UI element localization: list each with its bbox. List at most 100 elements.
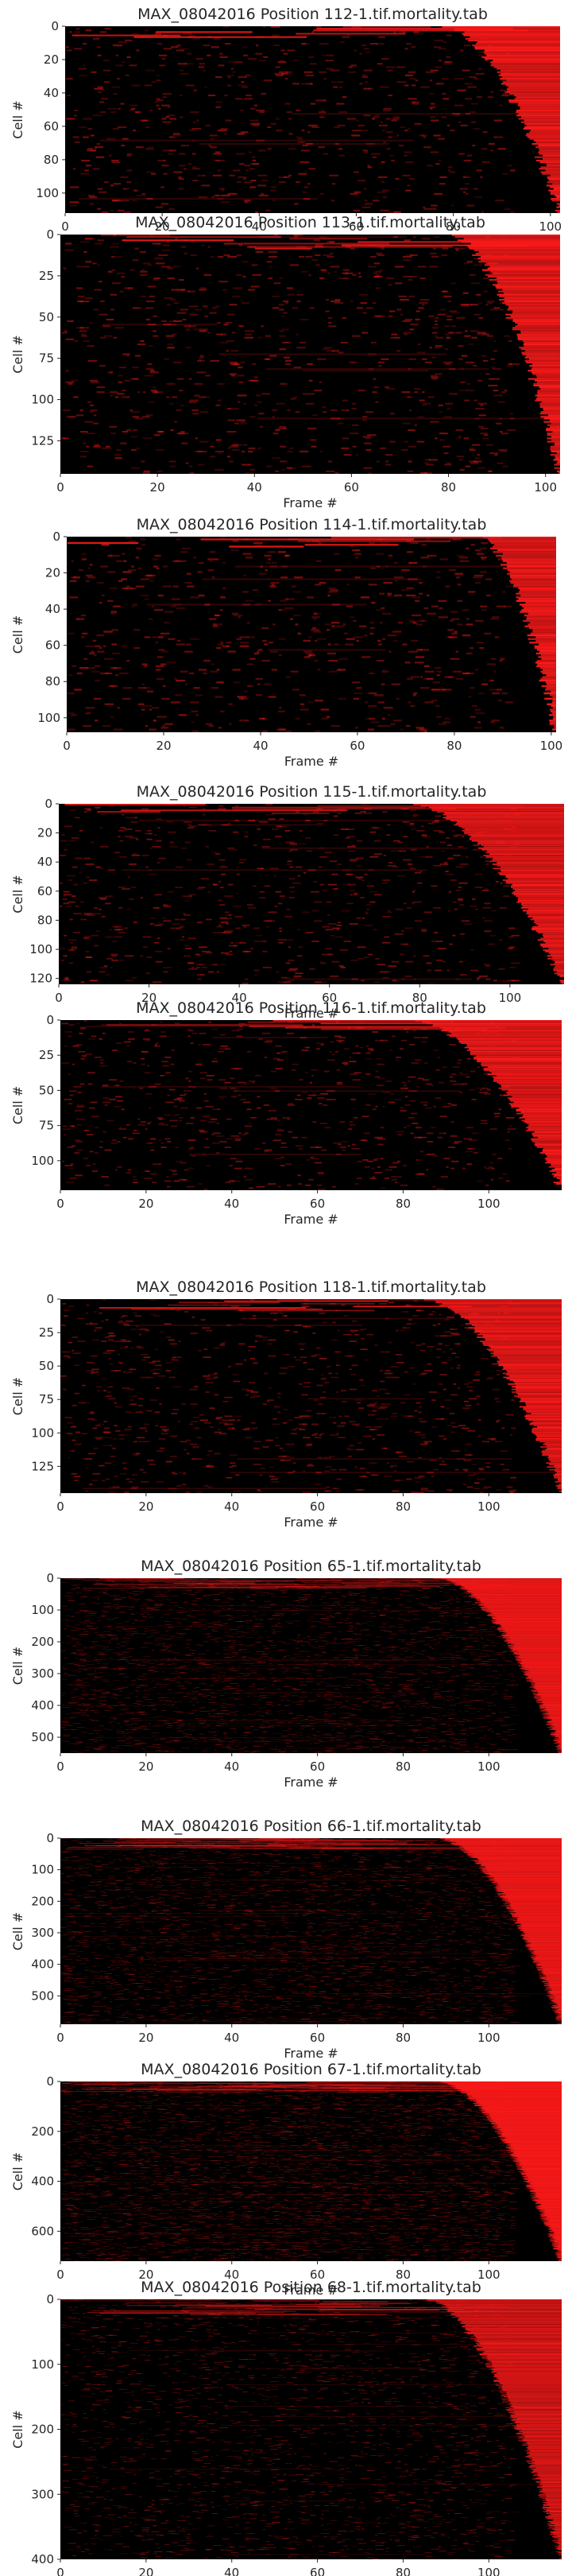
heatmap-speckle bbox=[158, 431, 164, 433]
heatmap-speckle bbox=[227, 313, 235, 316]
heatmap-speckle bbox=[239, 941, 246, 944]
heatmap-death-row bbox=[535, 156, 560, 158]
heatmap-speckle bbox=[259, 890, 265, 893]
y-tick-label: 125 bbox=[31, 434, 54, 448]
heatmap-speckle bbox=[159, 431, 164, 433]
heatmap-speckle bbox=[348, 1128, 353, 1130]
heatmap-speckle bbox=[137, 1347, 145, 1349]
heatmap-speckle bbox=[279, 335, 286, 337]
heatmap-speckle bbox=[168, 638, 176, 640]
heatmap-speckle bbox=[449, 636, 454, 638]
heatmap-death-row bbox=[458, 1039, 562, 1042]
heatmap-speckle bbox=[248, 447, 256, 449]
heatmap-speckle bbox=[251, 1081, 256, 1084]
heatmap-streak bbox=[87, 1026, 263, 1027]
heatmap-speckle bbox=[375, 1076, 381, 1078]
heatmap-speckle bbox=[248, 464, 254, 466]
heatmap-speckle bbox=[167, 1185, 171, 1188]
heatmap-speckle bbox=[67, 1457, 70, 1459]
heatmap-death-row bbox=[530, 918, 564, 921]
heatmap-speckle bbox=[101, 98, 108, 100]
heatmap-death-row bbox=[536, 659, 556, 662]
heatmap-speckle bbox=[297, 138, 303, 140]
heatmap-speckle bbox=[122, 1434, 129, 1436]
heatmap-speckle bbox=[210, 670, 218, 673]
heatmap-speckle bbox=[451, 830, 455, 832]
heatmap-speckle bbox=[158, 649, 165, 651]
heatmap-speckle bbox=[370, 602, 376, 604]
heatmap-death-row bbox=[514, 98, 560, 100]
heatmap-speckle bbox=[487, 302, 493, 305]
heatmap-speckle bbox=[148, 618, 153, 620]
heatmap-speckle bbox=[473, 313, 481, 316]
heatmap-speckle bbox=[149, 1121, 152, 1123]
heatmap-speckle bbox=[479, 51, 488, 53]
heatmap-speckle bbox=[203, 274, 212, 276]
heatmap-speckle bbox=[207, 54, 211, 56]
heatmap-speckle bbox=[343, 941, 351, 942]
heatmap-speckle bbox=[281, 565, 288, 568]
heatmap-death-row bbox=[481, 1062, 562, 1064]
heatmap-speckle bbox=[385, 565, 388, 568]
heatmap-speckle bbox=[156, 98, 160, 100]
heatmap-speckle bbox=[315, 639, 318, 642]
heatmap-speckle bbox=[117, 126, 127, 128]
heatmap-speckle bbox=[408, 1319, 412, 1321]
heatmap-speckle bbox=[168, 465, 176, 467]
heatmap-speckle bbox=[176, 433, 185, 435]
heatmap-speckle bbox=[482, 917, 485, 919]
heatmap-speckle bbox=[80, 1057, 85, 1060]
heatmap-speckle bbox=[331, 81, 336, 83]
heatmap-speckle bbox=[153, 720, 157, 722]
heatmap-speckle bbox=[388, 910, 391, 912]
heatmap-speckle bbox=[451, 325, 457, 328]
heatmap-speckle bbox=[195, 57, 203, 60]
heatmap-speckle bbox=[192, 153, 196, 155]
heatmap-speckle bbox=[481, 355, 487, 357]
heatmap-speckle bbox=[280, 460, 288, 463]
heatmap-speckle bbox=[176, 49, 184, 52]
heatmap-speckle bbox=[266, 813, 275, 816]
heatmap-speckle bbox=[431, 1476, 435, 1477]
heatmap-speckle bbox=[275, 890, 282, 893]
heatmap-speckle bbox=[408, 561, 418, 564]
heatmap-speckle bbox=[230, 1135, 239, 1137]
heatmap-speckle bbox=[260, 1468, 265, 1469]
heatmap-streak bbox=[138, 820, 468, 821]
heatmap-speckle bbox=[351, 1147, 360, 1150]
heatmap-speckle bbox=[99, 1038, 102, 1040]
heatmap-death-row bbox=[545, 950, 564, 952]
heatmap-speckle bbox=[395, 177, 400, 180]
heatmap-speckle bbox=[379, 592, 385, 595]
heatmap-speckle bbox=[267, 126, 272, 128]
heatmap-speckle bbox=[252, 1427, 258, 1430]
heatmap-speckle bbox=[477, 692, 485, 695]
heatmap-speckle bbox=[85, 645, 94, 647]
heatmap-speckle bbox=[160, 186, 164, 188]
heatmap-speckle bbox=[75, 1141, 83, 1143]
heatmap-speckle bbox=[118, 41, 128, 43]
heatmap-speckle bbox=[350, 959, 358, 961]
heatmap-speckle bbox=[301, 1136, 307, 1139]
heatmap-speckle bbox=[104, 703, 114, 705]
heatmap-speckle bbox=[409, 822, 415, 824]
heatmap-speckle bbox=[172, 266, 180, 268]
heatmap-speckle bbox=[174, 1146, 179, 1148]
heatmap-speckle bbox=[352, 549, 361, 552]
heatmap-death-row bbox=[512, 328, 560, 331]
heatmap-speckle bbox=[505, 585, 512, 588]
heatmap-speckle bbox=[443, 1438, 446, 1440]
heatmap-speckle bbox=[158, 107, 161, 110]
heatmap-speckle bbox=[470, 969, 479, 972]
heatmap-speckle bbox=[112, 1139, 117, 1142]
heatmap-speckle bbox=[448, 169, 451, 172]
heatmap-speckle bbox=[366, 885, 374, 887]
heatmap-speckle bbox=[308, 56, 315, 58]
heatmap-speckle bbox=[78, 1050, 86, 1053]
heatmap-speckle bbox=[447, 1425, 453, 1426]
heatmap-speckle bbox=[313, 630, 321, 633]
heatmap-speckle bbox=[450, 1367, 454, 1369]
heatmap-death-row bbox=[509, 571, 556, 573]
heatmap-speckle bbox=[400, 808, 409, 810]
heatmap-speckle bbox=[342, 869, 351, 871]
